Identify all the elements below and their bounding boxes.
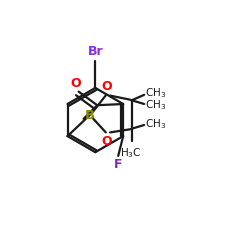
Text: CH$_3$: CH$_3$ bbox=[146, 117, 167, 131]
Text: F: F bbox=[114, 158, 122, 172]
Text: CH$_3$: CH$_3$ bbox=[146, 98, 167, 112]
Text: Br: Br bbox=[88, 45, 103, 58]
Text: O: O bbox=[102, 80, 112, 93]
Text: B: B bbox=[85, 108, 95, 122]
Text: O: O bbox=[70, 77, 81, 90]
Text: O: O bbox=[102, 135, 112, 148]
Text: H$_3$C: H$_3$C bbox=[120, 146, 141, 160]
Text: CH$_3$: CH$_3$ bbox=[146, 86, 167, 100]
